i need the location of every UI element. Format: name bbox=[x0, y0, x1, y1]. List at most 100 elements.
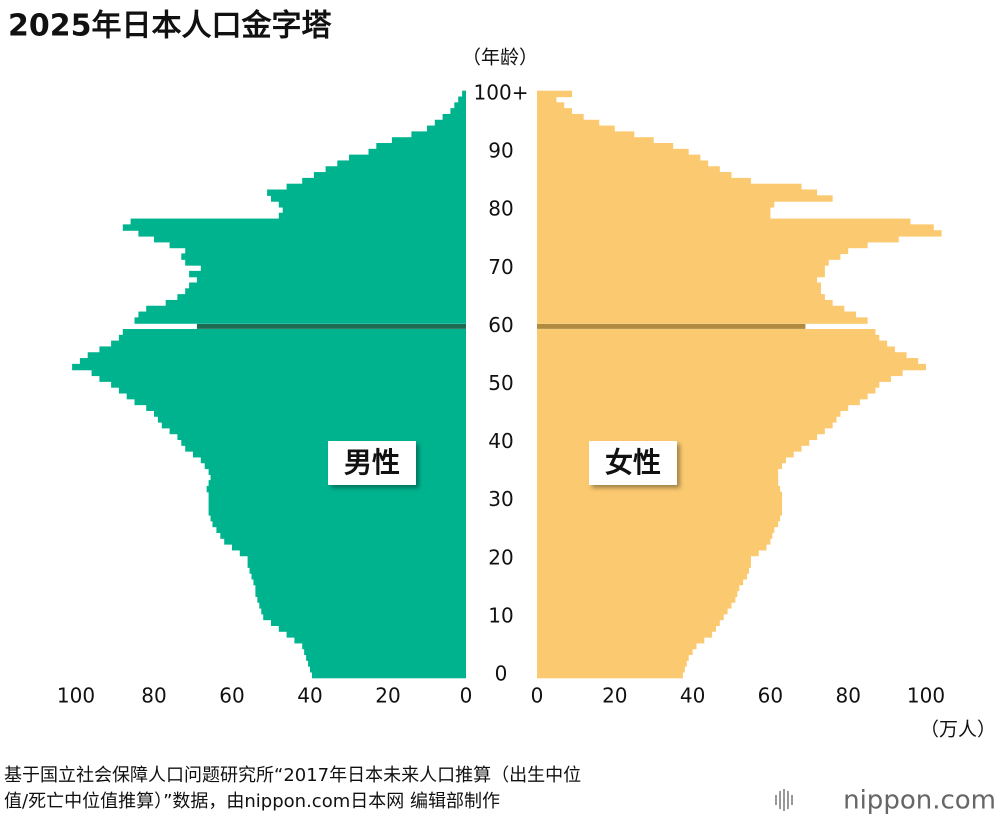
bar bbox=[239, 549, 466, 557]
bar bbox=[537, 555, 751, 563]
bar bbox=[537, 340, 888, 348]
bar bbox=[249, 567, 466, 574]
bar bbox=[251, 573, 466, 580]
bar bbox=[537, 206, 771, 214]
y-tick-label: 70 bbox=[488, 255, 513, 279]
bar bbox=[185, 259, 466, 266]
bar bbox=[185, 288, 466, 295]
bar bbox=[126, 392, 466, 400]
bar bbox=[537, 119, 600, 127]
bar bbox=[122, 224, 467, 231]
legend-item: 女性 bbox=[589, 441, 677, 485]
bar bbox=[537, 503, 783, 510]
bar bbox=[537, 666, 685, 673]
bar bbox=[537, 346, 895, 353]
bar bbox=[72, 363, 466, 371]
bar bbox=[537, 282, 821, 289]
bar bbox=[537, 398, 860, 406]
x-tick-label: 20 bbox=[375, 684, 400, 708]
bar bbox=[286, 183, 466, 191]
bar bbox=[537, 166, 720, 173]
bar bbox=[537, 294, 825, 301]
bar bbox=[537, 172, 732, 179]
bar bbox=[537, 201, 775, 208]
bar bbox=[537, 404, 849, 411]
bar bbox=[537, 328, 876, 336]
bar bbox=[177, 433, 466, 441]
bar bbox=[537, 596, 736, 603]
source-line: 值/死亡中位值推算）”数据，由nippon.com日本网 编辑部制作 bbox=[4, 791, 500, 812]
bar bbox=[537, 183, 802, 191]
bar bbox=[537, 381, 880, 388]
bar bbox=[208, 503, 466, 510]
bar bbox=[537, 143, 674, 150]
bar bbox=[537, 241, 868, 249]
bar bbox=[169, 241, 466, 249]
bar bbox=[294, 637, 466, 644]
legend-box bbox=[328, 441, 416, 485]
bar bbox=[259, 602, 466, 609]
bar bbox=[537, 363, 926, 371]
bar bbox=[130, 218, 466, 225]
bar bbox=[169, 427, 466, 435]
bar bbox=[181, 253, 467, 260]
bar bbox=[537, 549, 759, 557]
bar bbox=[208, 491, 466, 499]
bar bbox=[537, 631, 713, 638]
bar bbox=[181, 439, 467, 446]
bar bbox=[210, 514, 466, 522]
bar bbox=[263, 613, 466, 621]
chart-title: 2025年日本人口金字塔 bbox=[8, 9, 332, 44]
x-tick-label: 60 bbox=[758, 684, 783, 708]
bar bbox=[537, 375, 891, 382]
bar bbox=[537, 195, 833, 202]
bar bbox=[138, 311, 466, 318]
bar bbox=[216, 526, 466, 534]
bar bbox=[537, 421, 833, 429]
bar bbox=[185, 247, 466, 255]
bar bbox=[537, 189, 818, 196]
bar bbox=[537, 648, 693, 656]
bar bbox=[278, 201, 466, 208]
y-tick-label: 20 bbox=[488, 545, 513, 569]
y-tick-label: 100+ bbox=[474, 80, 529, 104]
bar bbox=[282, 206, 466, 214]
bar bbox=[189, 282, 466, 289]
bar bbox=[157, 416, 466, 423]
bar bbox=[537, 660, 687, 667]
bar bbox=[537, 253, 841, 260]
x-tick-label: 0 bbox=[460, 684, 473, 708]
legend-box bbox=[589, 441, 677, 485]
bar bbox=[325, 166, 466, 173]
bar bbox=[537, 637, 705, 644]
legend-label: 女性 bbox=[605, 446, 661, 479]
bar bbox=[462, 90, 466, 98]
bar bbox=[134, 317, 466, 324]
bar bbox=[537, 416, 837, 423]
bar bbox=[271, 619, 466, 626]
bar bbox=[111, 340, 466, 348]
bar bbox=[271, 195, 466, 202]
bar bbox=[376, 143, 466, 150]
x-tick-label: 40 bbox=[297, 684, 322, 708]
bar bbox=[537, 323, 806, 329]
x-tick-label: 100 bbox=[907, 684, 945, 708]
bar bbox=[278, 625, 466, 632]
bar bbox=[434, 119, 466, 127]
bar bbox=[224, 538, 466, 545]
bar bbox=[257, 596, 466, 603]
bar bbox=[537, 584, 740, 592]
bar bbox=[537, 96, 557, 103]
bar bbox=[537, 491, 783, 499]
bar bbox=[537, 532, 773, 539]
bar bbox=[146, 404, 466, 411]
bar bbox=[537, 305, 845, 313]
bar bbox=[537, 642, 697, 650]
y-tick-label: 0 bbox=[495, 662, 508, 686]
bar bbox=[537, 90, 573, 98]
bar bbox=[206, 485, 466, 493]
bar bbox=[313, 172, 466, 179]
source-line: 基于国立社会保障人口问题研究所“2017年日本未来人口推算（出生中位 bbox=[4, 765, 581, 786]
bar bbox=[537, 235, 899, 243]
bar bbox=[537, 131, 635, 138]
